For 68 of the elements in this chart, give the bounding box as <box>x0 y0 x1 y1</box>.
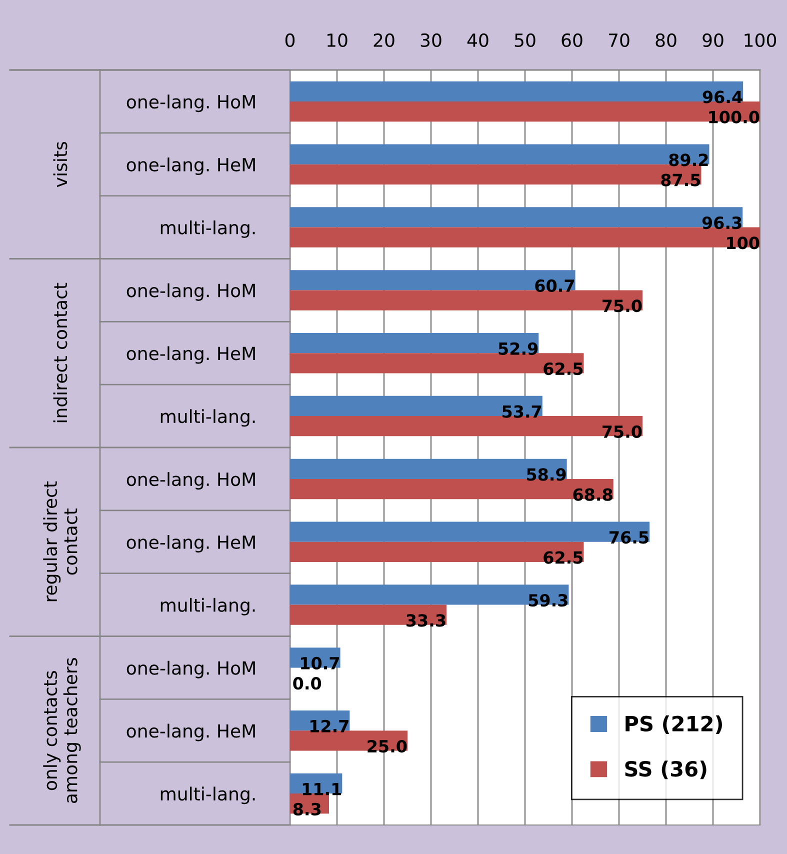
data-label: 33.3 <box>406 614 446 627</box>
data-label: 0.0 <box>293 677 322 690</box>
data-label: 12.7 <box>310 720 348 732</box>
y-tick-label: one-lang. HoM <box>126 94 255 112</box>
data-label: 68.8 <box>573 488 612 501</box>
data-label: 59.3 <box>528 594 568 607</box>
bar <box>290 144 710 164</box>
y-tick-label: multi-lang. <box>160 409 255 427</box>
y-tick-label: multi-lang. <box>160 220 255 238</box>
data-label: 76.5 <box>610 531 648 544</box>
x-tick-label: 100 <box>744 33 776 48</box>
text: only contacts among teachers <box>43 658 81 803</box>
data-label: 96.4 <box>702 90 742 104</box>
x-tick-label: 0 <box>285 33 295 48</box>
y-tick-label: one-lang. HoM <box>126 283 255 301</box>
data-label: 100 <box>727 236 760 250</box>
bar <box>290 522 650 542</box>
data-label: 25.0 <box>368 740 407 753</box>
bar <box>290 290 642 310</box>
data-label: 62.5 <box>544 551 583 564</box>
bar <box>290 584 569 605</box>
legend-label: PS (212) <box>626 715 722 734</box>
data-label: 89.2 <box>669 154 708 166</box>
bar <box>290 730 408 751</box>
data-label: 96.3 <box>702 216 742 230</box>
y-tick-label: multi-lang. <box>160 786 255 804</box>
x-tick-label: 80 <box>656 33 676 48</box>
y-tick-label: one-lang. HeM <box>126 724 255 742</box>
x-tick-label: 10 <box>327 33 348 48</box>
data-label: 60.7 <box>535 279 574 292</box>
x-tick-label: 60 <box>562 33 582 48</box>
bar <box>290 416 642 436</box>
data-label: 75.0 <box>602 425 642 438</box>
data-label: 53.7 <box>502 405 542 418</box>
x-tick-label: 40 <box>467 33 488 48</box>
bar <box>290 542 584 562</box>
y-tick-label: multi-lang. <box>160 598 255 616</box>
bar <box>290 604 447 625</box>
bar <box>290 332 539 354</box>
y-tick-label: one-lang. HeM <box>126 158 255 175</box>
y-tick-label: one-lang. HoM <box>126 472 255 490</box>
x-tick-label: 30 <box>420 33 442 48</box>
data-label: 87.5 <box>661 174 700 186</box>
text: visits <box>53 142 68 188</box>
x-tick-label: 50 <box>514 33 536 48</box>
data-label: 10.7 <box>301 656 339 670</box>
x-tick-label: 90 <box>702 33 724 48</box>
bar <box>290 458 567 479</box>
legend-label: SS (36) <box>625 760 706 780</box>
bar <box>290 270 576 290</box>
x-tick-label: 70 <box>608 33 630 48</box>
x-tick-label: 20 <box>374 33 394 48</box>
y-tick-label: one-lang. HeM <box>126 346 255 364</box>
text: indirect contact <box>53 282 68 422</box>
bar <box>290 396 542 416</box>
data-label: 100.0 <box>709 110 760 124</box>
y-tick-label: one-lang. HoM <box>126 660 255 678</box>
text: regular direct contact <box>43 481 78 602</box>
bar <box>290 207 743 228</box>
data-label: 62.5 <box>544 362 583 376</box>
data-label: 11.1 <box>302 782 342 796</box>
bar <box>290 81 744 102</box>
data-label: 52.9 <box>498 342 538 355</box>
bar <box>290 353 584 374</box>
y-tick-label: one-lang. HeM <box>126 535 255 552</box>
data-label: 75.0 <box>602 300 642 312</box>
data-label: 8.3 <box>293 802 321 816</box>
data-label: 58.9 <box>526 468 566 481</box>
